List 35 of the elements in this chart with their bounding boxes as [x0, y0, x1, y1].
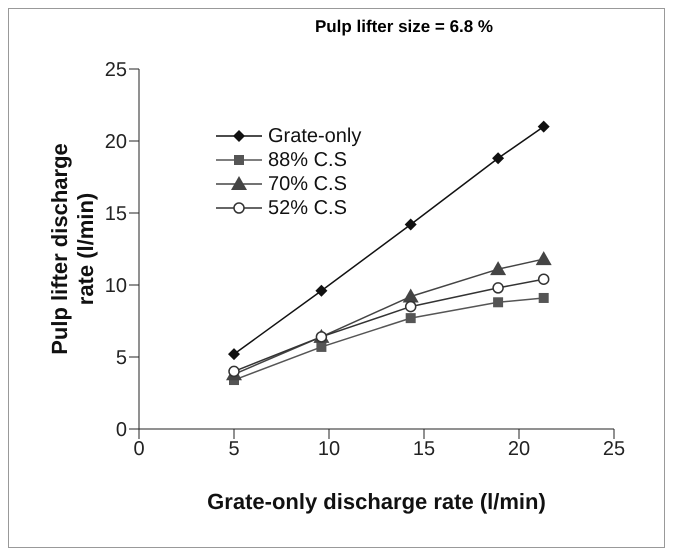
x-tick-label: 5 [228, 438, 240, 460]
x-tick-label: 0 [133, 438, 145, 460]
point [490, 261, 506, 276]
y-tick-label: 20 [104, 131, 127, 154]
legend-label: Grate-only [268, 124, 362, 148]
point [536, 251, 552, 266]
point [404, 218, 417, 231]
x-tick-label: 20 [508, 438, 530, 460]
legend-label: 52% C.S [268, 196, 347, 220]
point [315, 284, 328, 297]
legend-label: 70% C.S [268, 172, 347, 196]
point [406, 313, 416, 324]
point [228, 366, 240, 378]
x-tick-label: 25 [602, 438, 626, 460]
y-tick-label: 25 [104, 59, 127, 82]
x-tick-label: 10 [318, 438, 340, 460]
point [538, 273, 550, 285]
point [492, 282, 504, 294]
point [404, 300, 416, 312]
y-tick-label: 0 [116, 419, 127, 442]
y-axis-title: Pulp lifter discharge rate (l/min) [47, 143, 98, 355]
y-tick-label: 5 [116, 347, 127, 370]
chart-title: Pulp lifter size = 6.8 % [314, 17, 494, 37]
point [402, 288, 419, 303]
point [316, 342, 326, 352]
point [228, 348, 240, 360]
y-tick-label: 15 [104, 203, 127, 226]
point [538, 120, 550, 133]
x-tick-label: 15 [412, 438, 436, 460]
point [492, 152, 504, 164]
point [493, 297, 504, 308]
point [538, 292, 549, 303]
legend-label: 88% C.S [268, 148, 347, 172]
x-axis-title: Grate-only discharge rate (l/min) [207, 489, 546, 514]
y-tick-label: 10 [104, 275, 127, 298]
